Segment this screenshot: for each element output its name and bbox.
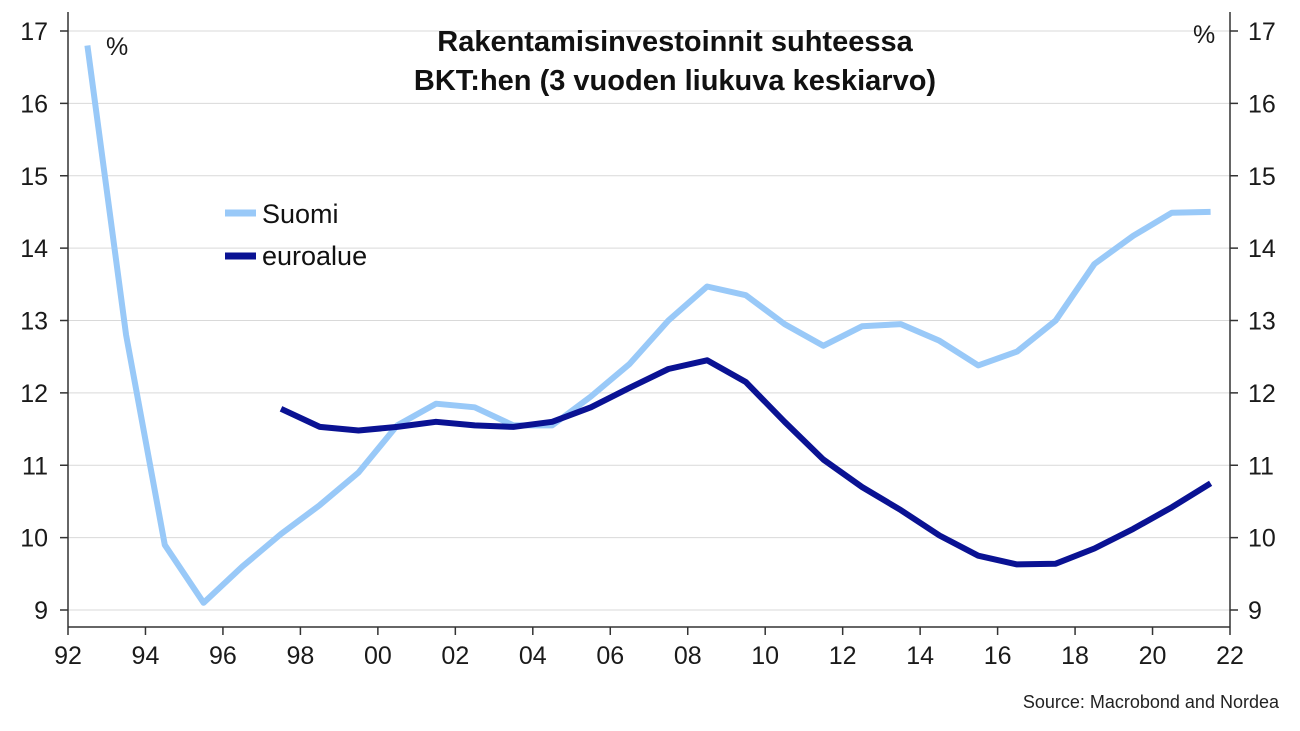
legend-label-suomi: Suomi (262, 199, 339, 229)
x-tick-label-22: 22 (1216, 642, 1244, 670)
x-tick-label-00: 00 (364, 642, 392, 670)
y-tick-label-left-11: 11 (22, 452, 48, 480)
y-tick-label-left-12: 12 (20, 380, 48, 408)
y-tick-label-right-15: 15 (1248, 163, 1276, 191)
series-line-suomi (84, 45, 1211, 606)
series-lines (84, 45, 1213, 606)
unit-left: % (106, 33, 128, 61)
x-tick-label-08: 08 (674, 642, 702, 670)
series-line-euroalue (279, 357, 1213, 568)
legend-label-euroalue: euroalue (262, 241, 367, 271)
gridlines (68, 30, 1230, 611)
x-tick-label-98: 98 (286, 642, 314, 670)
y-tick-label-right-10: 10 (1248, 525, 1276, 553)
x-tick-label-94: 94 (132, 642, 160, 670)
source-note: Source: Macrobond and Nordea (1023, 692, 1280, 712)
legend: Suomi euroalue (225, 199, 367, 271)
x-tick-label-12: 12 (829, 642, 857, 670)
y-axis-right-ticks: 9 10 11 12 13 14 15 16 17 (1230, 18, 1276, 625)
chart-title-line-1: Rakentamisinvestoinnit suhteessa (437, 26, 913, 58)
axes (67, 12, 1231, 628)
y-tick-label-right-11: 11 (1248, 452, 1274, 480)
y-tick-label-left-13: 13 (20, 308, 48, 336)
x-tick-label-02: 02 (441, 642, 469, 670)
x-tick-label-20: 20 (1139, 642, 1167, 670)
y-tick-label-right-16: 16 (1248, 90, 1276, 118)
y-tick-label-right-14: 14 (1248, 235, 1276, 263)
x-tick-label-92: 92 (54, 642, 82, 670)
y-tick-label-left-9: 9 (34, 597, 48, 625)
x-tick-label-04: 04 (519, 642, 547, 670)
unit-right: % (1193, 21, 1215, 49)
y-tick-label-left-16: 16 (20, 90, 48, 118)
y-tick-label-right-9: 9 (1248, 597, 1262, 625)
x-tick-label-18: 18 (1061, 642, 1089, 670)
y-tick-label-left-10: 10 (20, 525, 48, 553)
x-tick-label-06: 06 (596, 642, 624, 670)
y-axis-left-ticks: 9 10 11 12 13 14 15 16 17 (20, 18, 68, 625)
y-tick-label-left-15: 15 (20, 163, 48, 191)
x-tick-label-14: 14 (906, 642, 934, 670)
y-tick-label-right-17: 17 (1248, 18, 1276, 46)
y-tick-label-right-12: 12 (1248, 380, 1276, 408)
x-tick-label-16: 16 (984, 642, 1012, 670)
x-tick-label-96: 96 (209, 642, 237, 670)
y-tick-label-left-14: 14 (20, 235, 48, 263)
chart-title-line-2: BKT:hen (3 vuoden liukuva keskiarvo) (414, 65, 936, 97)
x-tick-label-10: 10 (751, 642, 779, 670)
x-axis-ticks: 92 94 96 98 00 02 04 06 08 10 12 14 16 18 20 22 (54, 627, 1244, 670)
y-tick-label-left-17: 17 (20, 18, 48, 46)
y-tick-label-right-13: 13 (1248, 308, 1276, 336)
